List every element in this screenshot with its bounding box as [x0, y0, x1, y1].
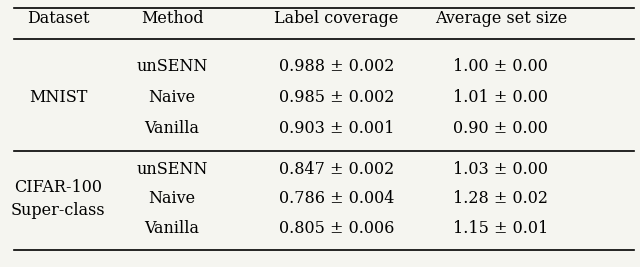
Text: Vanilla: Vanilla [145, 220, 200, 237]
Text: 0.786 ± 0.004: 0.786 ± 0.004 [279, 190, 394, 207]
Text: 1.01 ± 0.00: 1.01 ± 0.00 [453, 89, 548, 106]
Text: MNIST: MNIST [29, 89, 88, 106]
Text: 1.03 ± 0.00: 1.03 ± 0.00 [453, 161, 548, 178]
Text: 0.847 ± 0.002: 0.847 ± 0.002 [279, 161, 394, 178]
Text: unSENN: unSENN [136, 58, 208, 75]
Text: 1.28 ± 0.02: 1.28 ± 0.02 [453, 190, 548, 207]
Text: Naive: Naive [148, 89, 196, 106]
Text: 0.805 ± 0.006: 0.805 ± 0.006 [279, 220, 394, 237]
Text: 0.985 ± 0.002: 0.985 ± 0.002 [279, 89, 394, 106]
Text: unSENN: unSENN [136, 161, 208, 178]
Text: Naive: Naive [148, 190, 196, 207]
Text: Dataset: Dataset [27, 10, 90, 27]
Text: 0.988 ± 0.002: 0.988 ± 0.002 [279, 58, 394, 75]
Text: Average set size: Average set size [435, 10, 567, 27]
Text: 0.903 ± 0.001: 0.903 ± 0.001 [279, 120, 394, 137]
Text: Label coverage: Label coverage [275, 10, 399, 27]
Text: 0.90 ± 0.00: 0.90 ± 0.00 [454, 120, 548, 137]
Text: Method: Method [141, 10, 204, 27]
Text: CIFAR-100
Super-class: CIFAR-100 Super-class [11, 179, 106, 218]
Text: Vanilla: Vanilla [145, 120, 200, 137]
Text: 1.00 ± 0.00: 1.00 ± 0.00 [454, 58, 548, 75]
Text: 1.15 ± 0.01: 1.15 ± 0.01 [453, 220, 548, 237]
